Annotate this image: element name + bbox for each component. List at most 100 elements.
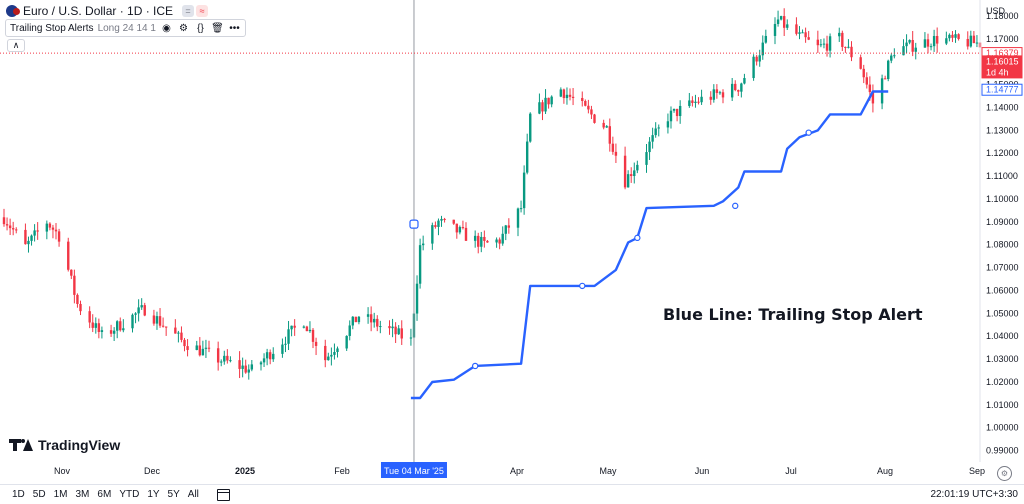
- candle-body: [914, 47, 917, 52]
- candle-body: [5, 224, 9, 226]
- candle-body: [975, 42, 979, 44]
- candle-body: [648, 141, 651, 153]
- range-button-6m[interactable]: 6M: [97, 489, 112, 500]
- candle-body: [972, 35, 976, 44]
- candle-body: [721, 92, 725, 98]
- candle-body: [926, 39, 930, 47]
- candle-body: [348, 325, 351, 336]
- candle-body: [302, 326, 306, 328]
- price-axis[interactable]: 1.180001.170001.160001.150001.140001.130…: [979, 0, 1023, 462]
- candle-body: [559, 89, 563, 97]
- candle-body: [584, 101, 587, 106]
- logo-text: TradingView: [38, 437, 121, 453]
- candle-body: [314, 341, 318, 346]
- candle-body: [605, 126, 608, 128]
- candle-body: [587, 105, 590, 110]
- candle-body: [262, 358, 266, 363]
- time-tick-label: Apr: [510, 466, 524, 476]
- candle-body: [431, 225, 434, 244]
- candle-body: [672, 108, 676, 111]
- range-button-1y[interactable]: 1Y: [147, 489, 160, 500]
- price-tick-label: 0.99000: [986, 446, 1019, 456]
- range-button-5d[interactable]: 5D: [32, 489, 46, 500]
- candle-body: [180, 332, 183, 340]
- candle-body: [137, 307, 140, 314]
- candle-body: [902, 46, 905, 56]
- candle-body: [134, 313, 137, 315]
- time-tick-label: Feb: [334, 466, 350, 476]
- range-button-1m[interactable]: 1M: [53, 489, 68, 500]
- candle-body: [226, 355, 229, 361]
- candle-body: [697, 101, 700, 103]
- candle-body: [369, 314, 373, 323]
- candle-body: [183, 339, 186, 347]
- range-button-ytd[interactable]: YTD: [119, 489, 140, 500]
- time-tick-label: Jun: [695, 466, 710, 476]
- candle-body: [229, 360, 232, 362]
- candle-body: [544, 97, 547, 112]
- candle-body: [379, 326, 382, 328]
- candle-body: [461, 227, 465, 229]
- candle-body: [541, 102, 544, 112]
- candle-body: [608, 126, 611, 144]
- candle-body: [366, 314, 370, 317]
- candle-body: [354, 316, 358, 323]
- candle-body: [752, 56, 755, 79]
- calendar-icon[interactable]: [216, 488, 230, 501]
- candle-body: [908, 40, 911, 43]
- symbol-title[interactable]: Euro / U.S. Dollar · 1D · ICE: [23, 4, 174, 18]
- settings-icon[interactable]: ⚙: [178, 22, 188, 34]
- candle-body: [957, 34, 960, 39]
- eye-icon[interactable]: ◉: [162, 22, 171, 34]
- candle-body: [590, 109, 593, 115]
- candle-body: [798, 32, 801, 34]
- time-tick-label: Nov: [54, 466, 71, 476]
- candle-body: [948, 34, 951, 39]
- candle-body: [614, 151, 618, 156]
- time-tick-label: Aug: [877, 466, 893, 476]
- clock-readout[interactable]: 22:01:19 UTC+3:30: [930, 489, 1018, 500]
- trash-icon[interactable]: 🗑: [211, 22, 224, 34]
- candle-body: [473, 235, 477, 241]
- collapse-legend-button[interactable]: ∧: [7, 39, 25, 52]
- candle-body: [887, 60, 890, 79]
- trailing-stop-marker: [471, 362, 479, 370]
- indicator-name[interactable]: Trailing Stop Alerts: [10, 22, 94, 34]
- time-axis[interactable]: Nov Dec 2025 Feb Apr May Jun Jul Aug Sep Tue 04 Ma…: [54, 462, 985, 478]
- candle-body: [522, 172, 526, 209]
- candle-body: [651, 135, 654, 142]
- range-button-3m[interactable]: 3M: [75, 489, 90, 500]
- more-options-icon[interactable]: •••: [229, 22, 240, 34]
- range-button-all[interactable]: All: [187, 489, 199, 500]
- source-code-icon[interactable]: {}: [197, 22, 204, 34]
- candle-body: [581, 98, 584, 102]
- candle-body: [816, 39, 820, 46]
- candle-body: [259, 362, 263, 365]
- candle-body: [94, 323, 97, 328]
- candle-body: [630, 174, 633, 177]
- candle-body: [45, 223, 49, 232]
- candle-body: [666, 121, 670, 128]
- price-tick-label: 1.04000: [986, 331, 1019, 341]
- price-tick-label: 1.12000: [986, 148, 1019, 158]
- candle-body: [70, 269, 73, 276]
- price-tick-label: 1.07000: [986, 263, 1019, 273]
- candle-body: [140, 305, 143, 308]
- range-button-5y[interactable]: 5Y: [167, 489, 180, 500]
- candle-body: [48, 223, 52, 228]
- indicator-legend[interactable]: Trailing Stop Alerts Long 24 14 1 ◉ ⚙ {}…: [5, 19, 246, 37]
- candle-body: [204, 347, 208, 349]
- candle-body: [351, 316, 354, 326]
- candle-body: [216, 348, 220, 363]
- candle-body: [57, 231, 61, 242]
- candle-body: [743, 78, 746, 84]
- candle-body: [220, 361, 223, 363]
- chart-settings-gear-icon[interactable]: ⚙: [997, 466, 1012, 481]
- candle-body: [678, 105, 682, 117]
- range-button-1d[interactable]: 1D: [12, 489, 25, 500]
- candle-body: [15, 229, 18, 231]
- candle-body: [161, 325, 165, 327]
- candle-body: [883, 78, 887, 80]
- currency-label[interactable]: USD: [986, 6, 1006, 16]
